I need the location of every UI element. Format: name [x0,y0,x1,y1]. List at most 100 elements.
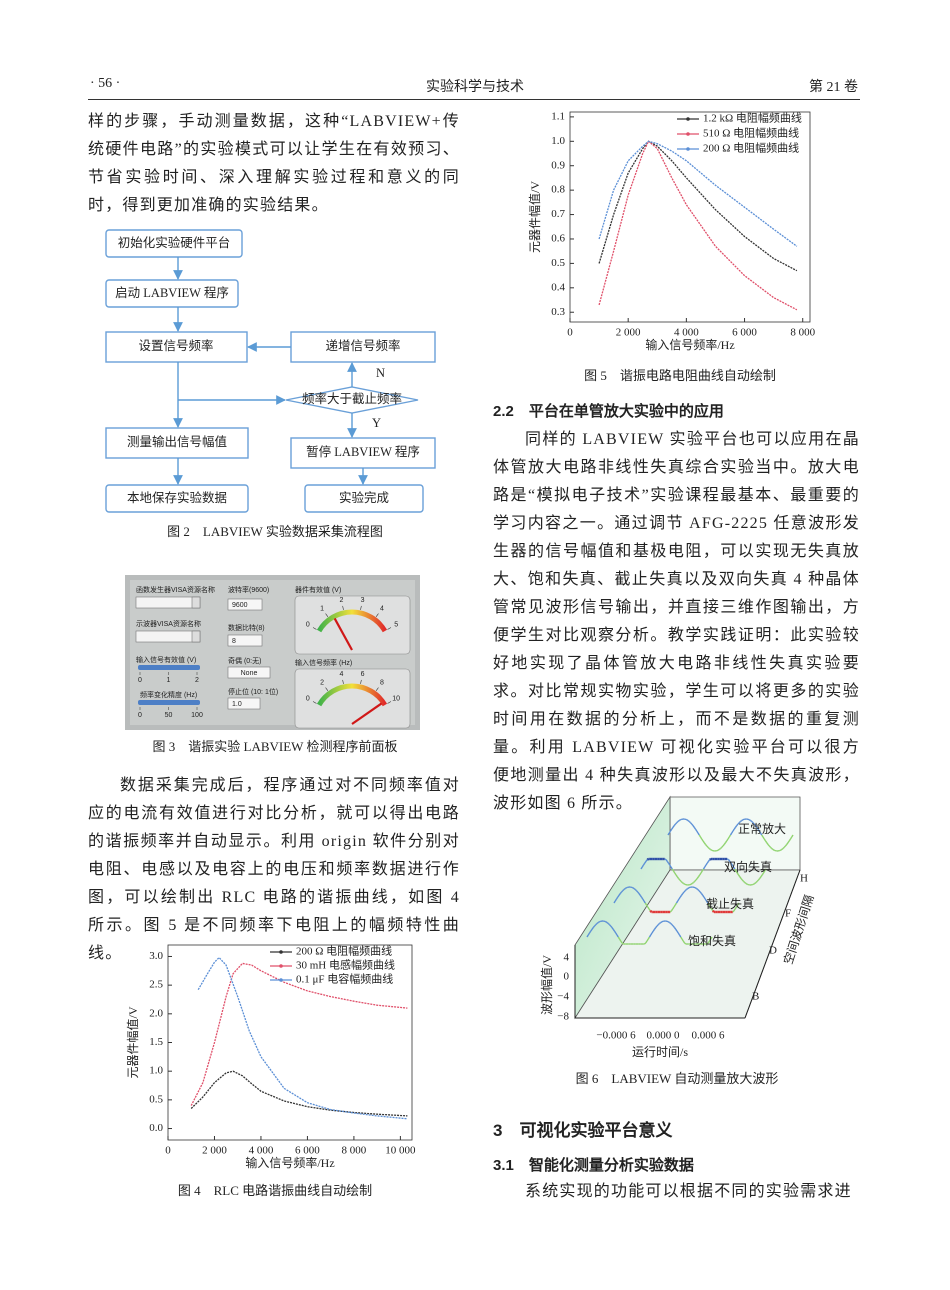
waveform [616,934,619,938]
waveform [680,936,683,940]
waveform [676,820,679,824]
waveform [732,910,735,913]
field-value: 9600 [232,602,248,609]
waveform [692,825,695,828]
x-tick-label: 0.000 0 [647,1030,681,1042]
waveform [756,826,759,830]
flow-label: 测量输出信号幅值 [127,434,227,449]
y-tick-label: 0.5 [551,257,565,269]
x-tick-label: 0 [165,1145,171,1157]
field-value: None [241,670,258,677]
waveform [642,898,645,902]
waveform [590,928,593,932]
depth-tick-label: D [769,945,777,957]
waveform [736,872,740,876]
waveform [758,830,762,834]
waveform [677,932,681,936]
waveform [681,938,684,942]
waveform [644,860,647,864]
flow-arrows [173,257,368,485]
waveform [633,887,636,891]
waveform [620,940,623,944]
waveform [707,846,710,850]
waveform [780,848,783,851]
depth-tick-label: F [785,908,791,920]
waveform [672,825,675,828]
waveform [722,843,725,847]
waveform [699,836,703,840]
waveform [759,832,763,836]
waveform [694,887,697,890]
gauge-needle [351,702,383,725]
waveform [673,823,677,827]
waveform [723,842,727,845]
waveform [791,834,794,838]
waveform [607,922,610,926]
waveform [687,887,690,890]
waveform [686,887,689,891]
waveform [772,848,775,851]
waveform [770,846,773,850]
flow-label: 本地保存实验数据 [127,490,227,505]
waveform [656,924,659,927]
waveform [676,930,679,934]
waveform [706,845,709,848]
flow-label: 暂停 LABVIEW 程序 [306,444,420,459]
waveform [734,868,737,872]
waveform [622,888,625,892]
legend-label: 200 Ω 电阻幅频曲线 [703,141,799,155]
waveform [678,819,681,822]
flow-label: 启动 LABVIEW 程序 [115,285,229,300]
waveform [696,887,699,891]
slider-tick-label: 2 [195,677,199,684]
y-tick-label: 0.7 [551,208,565,220]
waveform [680,880,683,884]
y-tick-label: 0.6 [551,233,565,245]
waveform [624,887,627,890]
gauge-tick-label: 1 [320,606,324,613]
y-tick-label: 2.0 [149,1007,163,1019]
waveform [610,925,613,929]
waveform [741,819,744,822]
y-tick-label: 2.5 [149,979,163,991]
waveform [741,879,745,882]
waveform [727,859,731,862]
waveform [672,906,675,910]
waveform [641,864,645,868]
waveform [708,904,711,908]
waveform [613,900,616,904]
dropdown-button [191,630,201,643]
waveform [705,862,708,866]
waveform [688,820,691,824]
waveform [700,893,704,896]
waveform [596,921,599,925]
journal-name: 实验科学与技术 [426,80,524,95]
gauge-tick [375,687,379,692]
waveform [687,819,690,823]
control-label: 停止位 (10: 1位) [228,687,278,696]
waveform [669,921,672,925]
waveform [710,908,714,912]
legend-label: 30 mH 电感幅频曲线 [296,958,395,972]
slider-track [138,700,200,705]
waveform [680,893,684,896]
waveform [635,890,639,893]
waveform [689,822,693,825]
slider-tick-label: 100 [191,712,203,719]
waveform [639,894,643,898]
flow-node [105,331,248,363]
waveform [781,847,784,851]
slider-track [138,665,200,670]
waveform [706,860,710,864]
waveform [748,819,751,822]
waveform [760,874,763,878]
waveform [611,927,614,930]
waveform [686,819,689,822]
control-label: 奇偶 (0:无) [228,656,261,665]
x-tick-label: 6 000 [295,1145,320,1157]
waveform [618,893,621,896]
waveform [743,880,746,884]
gauge-tick-label: 4 [380,606,384,613]
slider-label: 频率变化精度 (Hz) [140,690,197,699]
waveform [643,900,646,904]
